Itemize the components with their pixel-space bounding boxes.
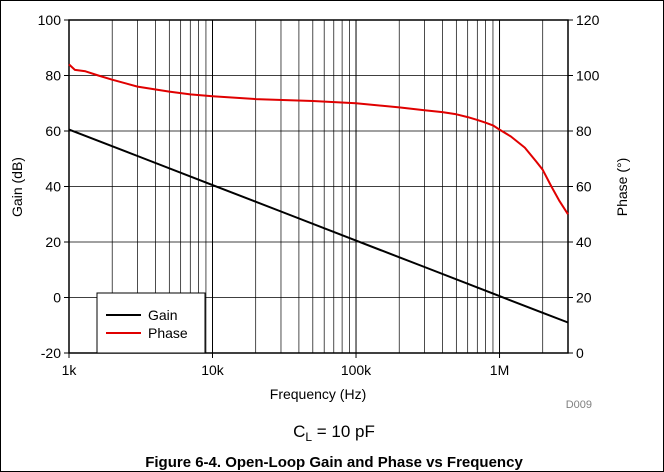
- x-ticks: 1k 10k 100k 1M: [62, 353, 509, 378]
- y-tick-label-left: 100: [38, 12, 62, 28]
- test-condition: CL = 10 pF: [293, 422, 375, 444]
- y-tick-label-right: 60: [576, 179, 592, 195]
- y-ticks-left: 100 80 60 40 20 0 -20: [38, 12, 69, 361]
- x-axis-label: Frequency (Hz): [270, 386, 366, 402]
- x-tick-label: 10k: [201, 362, 225, 378]
- legend-gain-label: Gain: [148, 307, 178, 323]
- y-tick-label-left: 20: [45, 234, 61, 250]
- x-tick-label: 100k: [341, 362, 372, 378]
- y-ticks-right: 120 100 80 60 40 20 0: [568, 12, 600, 361]
- y-tick-label-left: 0: [53, 290, 61, 306]
- condition-subscript: L: [305, 430, 312, 444]
- y-tick-label-right: 0: [576, 345, 584, 361]
- series-lines: [68, 63, 569, 324]
- series-line-phase: [68, 63, 569, 215]
- figure-code: D009: [566, 399, 592, 411]
- condition-main: C: [293, 422, 305, 441]
- x-tick-label: 1k: [62, 362, 78, 378]
- y-tick-label-right: 100: [576, 68, 600, 84]
- y-tick-label-left: 40: [45, 179, 61, 195]
- y-tick-label-right: 40: [576, 234, 592, 250]
- legend: Gain Phase: [96, 292, 206, 354]
- legend-box: [96, 292, 206, 354]
- legend-phase-label: Phase: [148, 325, 188, 341]
- y-tick-label-left: -20: [41, 345, 61, 361]
- y-axis-label-left: Gain (dB): [9, 157, 25, 217]
- y-tick-label-left: 80: [45, 68, 61, 84]
- series-line-gain: [68, 128, 569, 324]
- condition-rest: = 10 pF: [312, 422, 375, 441]
- y-tick-label-right: 120: [576, 12, 600, 28]
- y-tick-label-left: 60: [45, 123, 61, 139]
- y-axis-label-right: Phase (°): [614, 158, 630, 217]
- x-tick-label: 1M: [490, 362, 509, 378]
- figure-caption: Figure 6-4. Open-Loop Gain and Phase vs …: [145, 454, 523, 471]
- y-tick-label-right: 20: [576, 290, 592, 306]
- y-tick-label-right: 80: [576, 123, 592, 139]
